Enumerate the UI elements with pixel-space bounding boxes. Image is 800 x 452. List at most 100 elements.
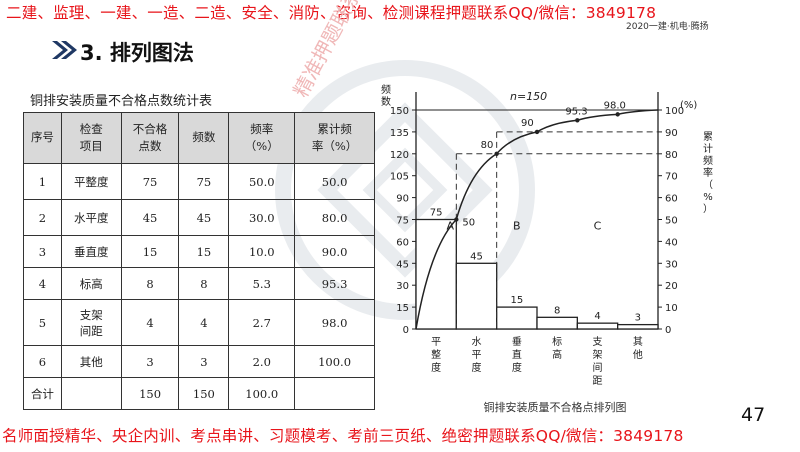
- bar: [576, 322, 619, 330]
- category-label: 架: [593, 349, 603, 361]
- category-label: 支: [593, 336, 603, 348]
- table-total-cell: [294, 377, 375, 410]
- table-cell: 1: [23, 163, 62, 200]
- table-total-cell: 合计: [23, 377, 62, 410]
- bar-value-label: 3: [635, 313, 641, 324]
- zone-label: C: [594, 220, 602, 233]
- category-label: 高: [552, 348, 562, 361]
- tick-label-left: 105: [390, 172, 409, 183]
- table-header-cell: 频率 （%）: [228, 112, 296, 164]
- table-cell: 2.7: [228, 299, 296, 346]
- title-arrow-icon: [50, 38, 80, 62]
- table-cell: 75: [178, 163, 230, 200]
- category-label: 度: [512, 361, 522, 374]
- category-label: 度: [431, 361, 441, 374]
- pareto-chart: 0 15 30 45 60 75 90 105 120 135 150 0 10 20 30 40 50 60 70…: [381, 83, 713, 414]
- tick-label-left: 90: [396, 194, 409, 205]
- y-axis-title-left: 数: [381, 95, 391, 108]
- cumulative-point: [615, 112, 620, 117]
- cumulative-label: 98.0: [604, 100, 626, 111]
- table-cell: 4: [23, 267, 62, 300]
- category-label: 直: [512, 348, 522, 361]
- tick-label-right: 20: [665, 281, 678, 292]
- table-cell: 30.0: [228, 199, 296, 236]
- category-label: 间: [593, 361, 603, 374]
- tick-label-right: 0: [665, 325, 671, 336]
- tick-label-left: 150: [390, 106, 409, 117]
- table-cell: 3: [23, 235, 62, 268]
- table-total-cell: [60, 377, 122, 410]
- table-header-cell: 累计频 率（%）: [294, 112, 375, 164]
- y-axis-title-right: 累: [703, 131, 713, 143]
- category-label: 其: [633, 336, 643, 348]
- table-header-cell: 不合格 点数: [120, 112, 180, 164]
- tick-label-left: 0: [403, 325, 409, 336]
- table-row: 5 支架 间距 4 4 2.7 98.0: [23, 299, 375, 346]
- tick-label-right: 10: [665, 303, 678, 314]
- bar: [455, 262, 498, 330]
- y-axis-title-right: （: [703, 179, 713, 191]
- tick-label-left: 30: [396, 281, 409, 292]
- table-cell: 95.3: [294, 267, 375, 300]
- tick-label-right: 90: [665, 128, 678, 139]
- tick-label-left: 75: [396, 216, 409, 227]
- page-number: 47: [741, 404, 766, 426]
- category-label: 距: [593, 375, 603, 387]
- cumulative-point: [534, 129, 540, 135]
- table-cell: 5: [23, 299, 62, 346]
- table-cell: 80.0: [294, 199, 375, 236]
- table-caption: 铜排安装质量不合格点数统计表: [30, 94, 213, 109]
- tick-label-left: 45: [396, 259, 409, 270]
- bar-value-label: 75: [430, 208, 443, 219]
- category-label: 水: [472, 336, 482, 348]
- y-axis-title-left: 频: [381, 83, 391, 96]
- table-cell: 90.0: [294, 235, 375, 268]
- table-cell: 98.0: [294, 299, 375, 346]
- table-cell: 3: [178, 345, 230, 378]
- cumulative-point: [494, 151, 499, 156]
- table-cell: 垂直度: [60, 235, 122, 268]
- table-total-cell: 150: [178, 377, 230, 410]
- cumulative-label: 50: [462, 218, 475, 229]
- table-cell: 3: [120, 345, 180, 378]
- table-cell: 50.0: [228, 163, 296, 200]
- bar: [617, 323, 659, 330]
- y-axis-title-right: ）: [703, 203, 713, 215]
- tick-label-left: 135: [390, 128, 409, 139]
- tick-label-left: 120: [390, 150, 409, 161]
- cumulative-point: [575, 118, 580, 123]
- table-cell: 45: [178, 199, 230, 236]
- right-axis-unit: (%): [680, 100, 697, 111]
- table-cell: 45: [120, 199, 180, 236]
- bar-value-label: 45: [470, 251, 483, 262]
- table-cell: 支架 间距: [60, 299, 122, 346]
- table-cell: 6: [23, 345, 62, 378]
- header-right-label: 2020一建·机电·腾扬: [626, 22, 709, 32]
- bar: [415, 218, 457, 330]
- bar: [536, 316, 578, 330]
- table-cell: 15: [178, 235, 230, 268]
- table-cell: 100.0: [294, 345, 375, 378]
- tick-label-right: 70: [665, 172, 678, 183]
- table-row: 1 平整度 75 75 50.0 50.0: [23, 163, 375, 200]
- table-cell: 2.0: [228, 345, 296, 378]
- table-cell: 8: [178, 267, 230, 300]
- bar-value-label: 15: [510, 295, 523, 306]
- cumulative-label: 95.3: [565, 106, 587, 117]
- table-cell: 10.0: [228, 235, 296, 268]
- table-cell: 平整度: [60, 163, 122, 200]
- category-label: 垂: [512, 336, 522, 348]
- zone-label: B: [513, 220, 521, 233]
- table-header-cell: 序号: [23, 112, 62, 164]
- table-cell: 50.0: [294, 163, 375, 200]
- table-cell: 标高: [60, 267, 122, 300]
- bar: [496, 306, 538, 330]
- tick-label-left: 60: [396, 237, 409, 248]
- table-cell: 4: [178, 299, 230, 346]
- bar-value-label: 8: [554, 305, 560, 316]
- tick-label-right: 30: [665, 259, 678, 270]
- bar-value-label: 4: [594, 311, 600, 322]
- table-row: 4 标高 8 8 5.3 95.3: [23, 267, 375, 300]
- category-label: 他: [633, 348, 643, 361]
- table-cell: 其他: [60, 345, 122, 378]
